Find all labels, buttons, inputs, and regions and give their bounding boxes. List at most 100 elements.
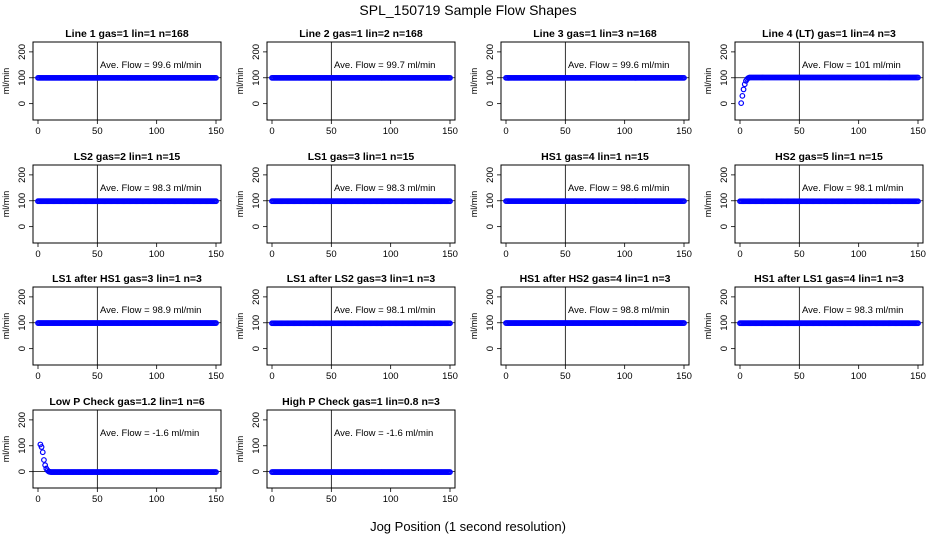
data-points — [35, 198, 219, 205]
y-tick-label: 200 — [719, 289, 730, 305]
y-tick-label: 0 — [485, 224, 496, 229]
x-tick-label: 50 — [794, 249, 805, 260]
x-tick-label: 0 — [35, 494, 40, 505]
y-tick-label: 0 — [251, 346, 262, 351]
x-tick-label: 50 — [326, 494, 337, 505]
average-flow-annotation: Ave. Flow = -1.6 ml/min — [100, 428, 199, 439]
subplot-title: HS1 after HS2 gas=4 lin=1 n=3 — [520, 273, 671, 285]
x-tick-label: 0 — [737, 126, 742, 137]
y-tick-label: 200 — [17, 412, 28, 428]
x-tick-label: 0 — [737, 371, 742, 382]
y-tick-label: 100 — [719, 70, 730, 86]
y-tick-label: 100 — [17, 193, 28, 209]
y-axis-label: ml/min — [1, 313, 11, 340]
subplot-title: Line 2 gas=1 lin=2 n=168 — [299, 28, 423, 40]
data-points — [35, 74, 219, 81]
subplot-title: LS1 after LS2 gas=3 lin=1 n=3 — [287, 273, 436, 285]
y-tick-label: 100 — [719, 315, 730, 331]
x-tick-label: 0 — [269, 371, 274, 382]
x-tick-label: 100 — [149, 371, 165, 382]
x-tick-label: 0 — [35, 126, 40, 137]
data-points — [503, 198, 687, 205]
subplot-3: Line 3 gas=1 lin=3 n=168 0 50 100 150 0 100 200… — [469, 28, 692, 137]
data-points — [269, 198, 453, 205]
data-point — [915, 198, 921, 205]
plot-frame — [32, 409, 222, 489]
y-tick-label: 0 — [719, 224, 730, 229]
data-point — [740, 86, 747, 93]
y-tick-label: 100 — [719, 193, 730, 209]
data-point — [447, 320, 453, 327]
y-axis-label: ml/min — [235, 436, 245, 463]
x-tick-label: 100 — [149, 126, 165, 137]
x-tick-label: 150 — [208, 494, 224, 505]
x-tick-label: 0 — [503, 371, 508, 382]
figure-xlabel: Jog Position (1 second resolution) — [370, 519, 566, 534]
y-tick-label: 0 — [485, 346, 496, 351]
data-points — [269, 469, 453, 475]
data-points — [503, 74, 687, 81]
y-tick-label: 100 — [251, 193, 262, 209]
subplot-12: HS1 after LS1 gas=4 lin=1 n=3 0 50 100 150 0 1… — [703, 273, 926, 382]
x-tick-label: 0 — [269, 494, 274, 505]
data-point — [739, 92, 746, 99]
x-tick-label: 50 — [560, 371, 571, 382]
average-flow-annotation: Ave. Flow = 98.3 ml/min — [100, 183, 201, 194]
subplot-7: HS1 gas=4 lin=1 n=15 0 50 100 150 0 100 200 ml/m… — [469, 151, 692, 260]
figure-title: SPL_150719 Sample Flow Shapes — [359, 2, 577, 18]
average-flow-annotation: Ave. Flow = 99.6 ml/min — [100, 60, 201, 71]
data-point — [447, 469, 453, 475]
y-tick-label: 200 — [719, 44, 730, 60]
subplot-title: Line 3 gas=1 lin=3 n=168 — [533, 28, 657, 40]
plot-frame — [500, 286, 690, 366]
x-tick-label: 50 — [326, 126, 337, 137]
data-point — [915, 74, 921, 81]
data-points — [737, 198, 921, 205]
y-axis-label: ml/min — [1, 68, 11, 95]
plot-frame — [32, 286, 222, 366]
subplot-8: HS2 gas=5 lin=1 n=15 0 50 100 150 0 100 200 ml/m… — [703, 151, 926, 260]
y-tick-label: 0 — [17, 224, 28, 229]
plot-frame — [266, 164, 456, 244]
y-axis-label: ml/min — [469, 191, 479, 218]
x-tick-label: 150 — [208, 371, 224, 382]
x-tick-label: 150 — [910, 126, 926, 137]
x-tick-label: 50 — [92, 249, 103, 260]
data-points — [37, 441, 219, 475]
x-tick-label: 50 — [92, 371, 103, 382]
y-axis-label: ml/min — [1, 436, 11, 463]
x-tick-label: 150 — [442, 126, 458, 137]
data-point — [738, 100, 745, 107]
x-tick-label: 100 — [617, 249, 633, 260]
average-flow-annotation: Ave. Flow = 98.1 ml/min — [334, 305, 435, 316]
average-flow-annotation: Ave. Flow = 101 ml/min — [802, 60, 901, 71]
plot-frame — [32, 41, 222, 121]
data-point — [39, 449, 46, 456]
data-points — [35, 320, 219, 326]
y-tick-label: 200 — [17, 167, 28, 183]
subplot-1: Line 1 gas=1 lin=1 n=168 0 50 100 150 0 100 200… — [1, 28, 224, 137]
data-point — [447, 198, 453, 205]
x-tick-label: 150 — [442, 494, 458, 505]
x-tick-label: 100 — [383, 126, 399, 137]
subplot-title: Low P Check gas=1.2 lin=1 n=6 — [49, 396, 204, 408]
y-tick-label: 200 — [17, 289, 28, 305]
plot-frame — [734, 41, 924, 121]
x-tick-label: 100 — [383, 494, 399, 505]
data-point — [681, 198, 687, 205]
y-tick-label: 200 — [485, 289, 496, 305]
plot-frame — [32, 164, 222, 244]
x-tick-label: 50 — [560, 249, 571, 260]
y-tick-label: 200 — [719, 167, 730, 183]
x-tick-label: 50 — [560, 126, 571, 137]
subplot-9: LS1 after HS1 gas=3 lin=1 n=3 0 50 100 150 0 1… — [1, 273, 224, 382]
subplot-title: Line 1 gas=1 lin=1 n=168 — [65, 28, 189, 40]
y-tick-label: 0 — [251, 224, 262, 229]
y-tick-label: 100 — [485, 315, 496, 331]
data-points — [737, 320, 921, 327]
x-tick-label: 50 — [326, 371, 337, 382]
y-tick-label: 200 — [251, 44, 262, 60]
y-tick-label: 0 — [17, 346, 28, 351]
x-tick-label: 100 — [617, 371, 633, 382]
y-tick-label: 0 — [719, 346, 730, 351]
